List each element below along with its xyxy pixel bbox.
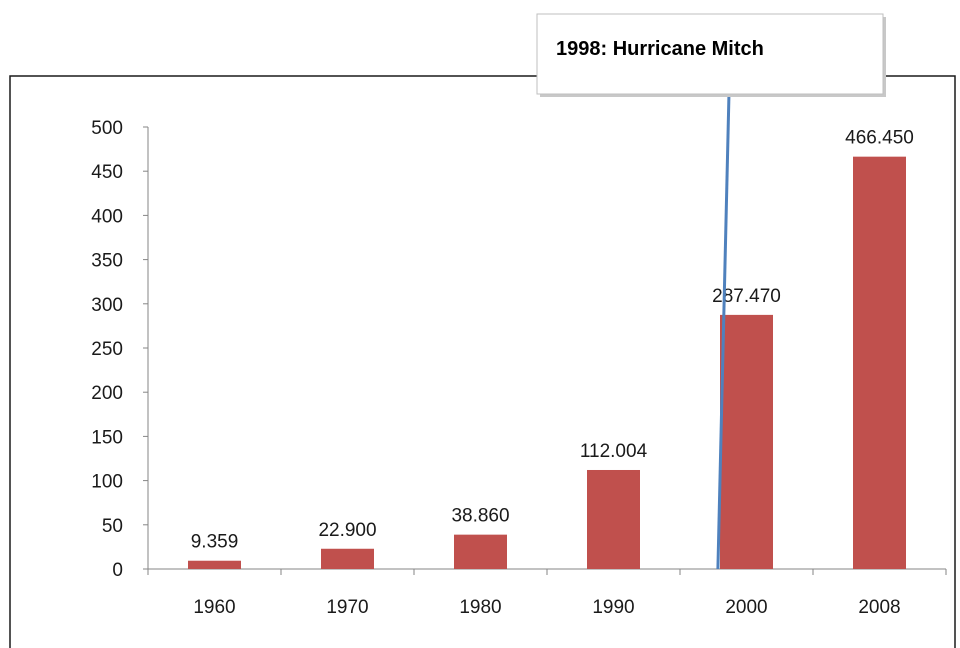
annotation: 1998: Hurricane Mitch <box>536 13 886 570</box>
data-label: 22.900 <box>318 520 376 541</box>
y-tick-label: 50 <box>102 516 123 537</box>
data-labels: 9.359 22.900 38.860 112.004 287.470 466.450 <box>191 128 914 553</box>
x-tick-label: 1960 <box>193 597 235 618</box>
callout-text: 1998: Hurricane Mitch <box>556 38 764 60</box>
x-tick-label: 1990 <box>592 597 634 618</box>
y-tick-label: 100 <box>91 472 123 493</box>
bar-2008 <box>853 156 906 569</box>
y-tick-label: 450 <box>91 162 123 183</box>
data-label: 112.004 <box>580 441 648 462</box>
bar-1980 <box>454 534 507 569</box>
y-tick-label: 500 <box>91 118 123 139</box>
y-tick-label: 200 <box>91 383 123 404</box>
y-axis: 0 50 100 150 200 250 300 350 400 450 500 <box>91 118 149 581</box>
x-tick-label: 2008 <box>858 597 900 618</box>
y-tick-label: 400 <box>91 206 123 227</box>
bar-1970 <box>321 548 374 569</box>
y-tick-label: 150 <box>91 427 123 448</box>
y-tick-label: 300 <box>91 295 123 316</box>
x-tick-label: 1980 <box>459 597 501 618</box>
bar-series <box>188 156 906 569</box>
bar-1960 <box>188 560 241 569</box>
y-tick-label: 350 <box>91 251 123 272</box>
data-label: 38.860 <box>451 506 509 527</box>
x-tick-label: 1970 <box>326 597 368 618</box>
annotation-line <box>716 96 731 570</box>
x-axis: 1960 1970 1980 1990 2000 2008 <box>147 568 947 618</box>
y-tick-label: 250 <box>91 339 123 360</box>
callout-box <box>536 13 884 95</box>
bar-1990 <box>587 469 640 569</box>
data-label: 466.450 <box>845 128 914 149</box>
y-tick-label: 0 <box>112 560 123 581</box>
x-tick-label: 2000 <box>725 597 767 618</box>
data-label: 287.470 <box>712 286 781 307</box>
data-label: 9.359 <box>191 532 239 553</box>
bar-2000 <box>720 314 773 569</box>
